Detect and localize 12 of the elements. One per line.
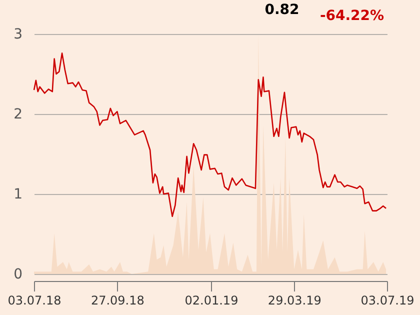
x-tick-label: 03.07.19 <box>360 294 414 308</box>
x-tick-label: 27.09.18 <box>90 294 144 308</box>
line-series <box>33 52 387 218</box>
text: -64.22% <box>320 8 384 24</box>
y-tick-label: 0 <box>14 266 22 282</box>
y-tick-label: 1 <box>14 186 22 202</box>
text: 0.82 <box>264 2 300 18</box>
y-tick-label: 2 <box>14 106 22 122</box>
x-tick-label: 02.01.19 <box>184 294 238 308</box>
x-tick-label: 29.03.19 <box>268 294 322 308</box>
x-tick-label: 03.07.18 <box>8 294 62 308</box>
y-tick-label: 3 <box>14 26 22 42</box>
